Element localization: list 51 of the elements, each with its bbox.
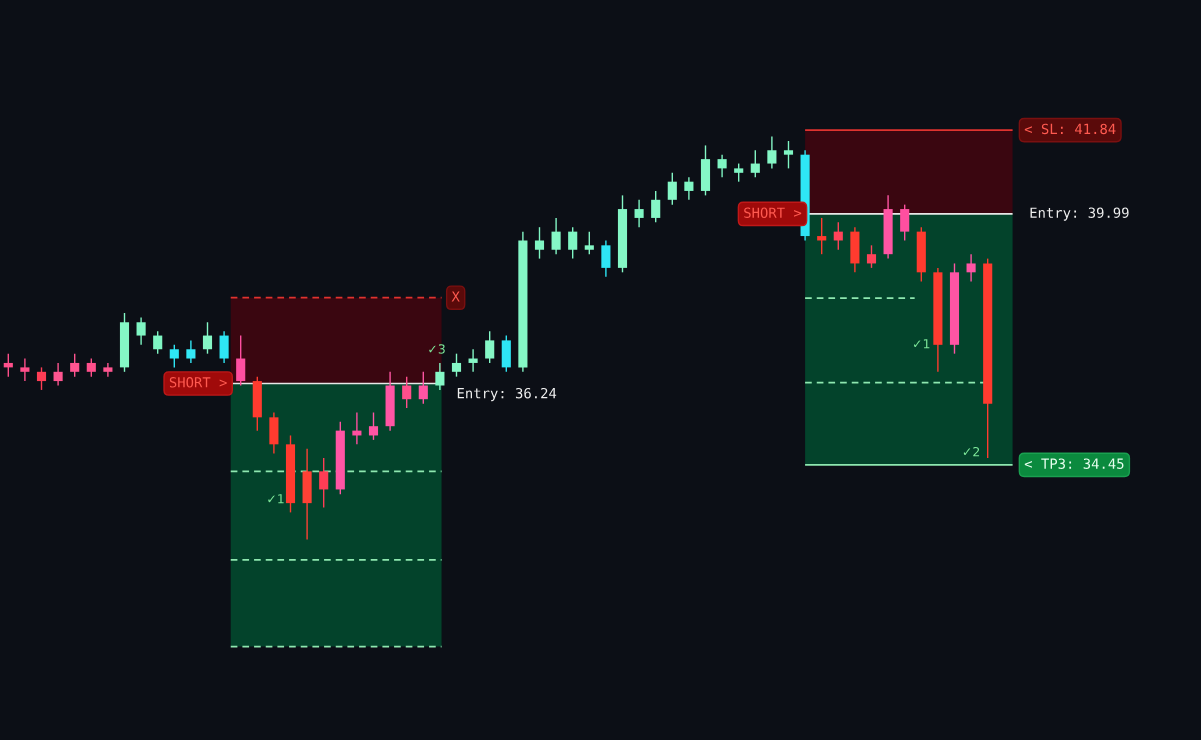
candlestick xyxy=(202,321,213,355)
annotation: X xyxy=(451,291,460,302)
candlestick xyxy=(219,330,229,364)
candlestick xyxy=(319,457,329,509)
candlestick xyxy=(136,316,146,346)
candlestick xyxy=(651,190,661,224)
candlestick xyxy=(866,244,877,269)
candlestick xyxy=(900,203,910,242)
candlestick xyxy=(750,149,760,178)
candlestick xyxy=(418,371,428,405)
candlestick xyxy=(534,226,545,260)
candlestick xyxy=(186,339,196,364)
candlestick xyxy=(70,352,80,378)
candlestick xyxy=(485,330,495,364)
candlestick xyxy=(53,362,63,387)
annotation: SHORT > xyxy=(744,207,802,218)
candlestick xyxy=(3,352,13,378)
text: < TP3: 34.45 xyxy=(1024,458,1124,469)
candlestick xyxy=(468,348,478,373)
candlestick xyxy=(86,357,96,378)
candlestick xyxy=(966,253,976,283)
annotation: Entry: 36.24 xyxy=(457,387,557,402)
candlestick xyxy=(153,330,163,355)
text: < SL: 41.84 xyxy=(1024,123,1116,135)
candlestick xyxy=(435,362,445,391)
candlestick xyxy=(368,411,379,441)
candlestick xyxy=(402,375,412,409)
candlestick xyxy=(667,172,677,206)
candlestick xyxy=(568,226,578,260)
candlestick xyxy=(684,176,694,201)
candlestick xyxy=(36,366,47,391)
candlestick xyxy=(734,162,744,183)
candlestick xyxy=(236,334,246,387)
text: Entry: 39.99 xyxy=(1030,207,1129,221)
candlestick xyxy=(783,140,794,170)
candlestick xyxy=(20,357,30,382)
annotation: ✓1 xyxy=(268,494,284,504)
annotation: ✓2 xyxy=(963,446,980,457)
candlestick xyxy=(103,362,113,378)
candlestick xyxy=(551,217,561,255)
annotation: ✓3 xyxy=(429,344,445,354)
candlestick xyxy=(584,230,594,255)
candlestick xyxy=(817,217,827,255)
annotation: SHORT > xyxy=(169,377,227,388)
candlestick xyxy=(451,352,462,378)
candlestick xyxy=(169,344,179,369)
candlestick xyxy=(634,199,644,228)
annotation: ✓1 xyxy=(913,339,930,349)
candlestick xyxy=(601,239,611,278)
candlestick xyxy=(717,153,727,178)
candlestick xyxy=(767,135,777,170)
